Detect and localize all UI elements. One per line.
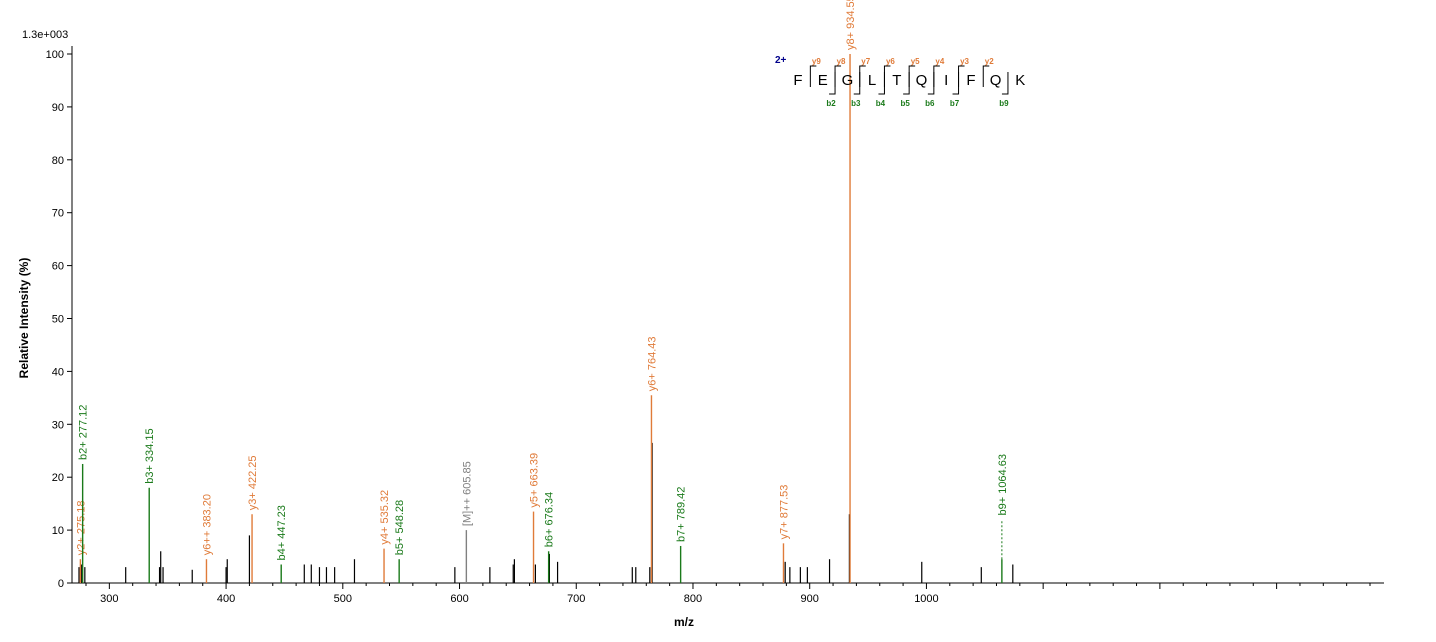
residue-letter: F	[966, 72, 975, 89]
b-fragment-marker	[1001, 72, 1009, 95]
y-fragment-marker	[883, 65, 891, 87]
x-tick-label: 300	[100, 593, 118, 605]
b-fragment-label: b2	[826, 99, 836, 108]
x-tick-label: 600	[450, 593, 468, 605]
y-fragment-label: y7	[861, 57, 870, 66]
y-fragment-label: y3	[960, 57, 969, 66]
y-tick-label: 90	[52, 102, 64, 114]
peak-label: y6+ 764.43	[646, 336, 658, 391]
y-tick-label: 20	[52, 472, 64, 484]
x-axis-title: m/z	[674, 615, 694, 629]
peak-label: y6++ 383.20	[201, 494, 213, 555]
b-fragment-label: b4	[876, 99, 886, 108]
axes: 0 10 20 30 40 50 60 70 80 90 100 300 400 500 600 700 800…	[46, 46, 1384, 605]
b-fragment-label: b9	[999, 99, 1009, 108]
b-fragment-label: b3	[851, 99, 861, 108]
b-fragment-marker	[829, 72, 836, 95]
peak-label: b7+ 789.42	[676, 487, 688, 542]
residue-letter: Q	[916, 72, 928, 89]
peak-label: y2+ 275.18	[75, 500, 87, 555]
peak-label: [M]++ 605.85	[461, 461, 473, 526]
residue-letter: T	[892, 72, 901, 89]
y-tick-label: 60	[52, 261, 64, 273]
y-fragment-marker	[859, 65, 866, 87]
x-tick-label: 800	[684, 593, 702, 605]
peak-label: y5+ 663.39	[529, 453, 541, 508]
y-fragment-marker	[933, 65, 940, 87]
x-tick-label: 400	[217, 593, 235, 605]
y-fragment-marker	[908, 65, 916, 87]
b-fragment-marker	[952, 72, 960, 95]
peak-label: y3+ 422.25	[247, 455, 259, 510]
charge-state-label: 2+	[775, 55, 787, 66]
y-fragment-label: y6	[886, 57, 895, 66]
intensity-scale-label: 1.3e+003	[22, 29, 68, 41]
x-tick-label: 900	[801, 593, 819, 605]
residue-letter: G	[842, 72, 854, 89]
y-tick-label: 100	[46, 49, 64, 61]
peak-label: b2+ 277.12	[78, 405, 90, 460]
x-tick-label: 1000	[914, 593, 938, 605]
y-fragment-marker	[834, 65, 842, 87]
b-fragment-label: b5	[900, 99, 910, 108]
x-tick-label: 700	[567, 593, 585, 605]
y-tick-label: 80	[52, 155, 64, 167]
residue-letter: I	[944, 72, 948, 89]
y-fragment-label: y2	[985, 57, 994, 66]
residue-letter: F	[793, 72, 802, 89]
residue-letter: E	[818, 72, 828, 89]
b-fragment-marker	[878, 72, 885, 95]
y-tick-label: 40	[52, 366, 64, 378]
y-fragment-marker	[982, 65, 990, 87]
y-fragment-marker	[958, 65, 965, 87]
y-tick-label: 70	[52, 208, 64, 220]
peak-label: y7+ 877.53	[778, 485, 790, 540]
y-fragment-label: y4	[935, 57, 944, 66]
b-fragment-label: b6	[925, 99, 935, 108]
peak-label: b6+ 676.34	[544, 492, 556, 547]
peak-label: b3+ 334.15	[144, 428, 156, 483]
peak-label: y8+ 934.55	[845, 0, 857, 50]
y-fragment-label: y8	[837, 57, 846, 66]
peak-label: b5+ 548.28	[394, 500, 406, 555]
x-tick-label: 500	[334, 593, 352, 605]
b-fragment-marker	[853, 72, 861, 95]
peak-label: y4+ 535.32	[379, 490, 391, 545]
residue-letter: L	[868, 72, 876, 89]
b-fragment-marker	[903, 72, 910, 95]
y-fragment-marker	[809, 65, 817, 87]
y-fragment-label: y5	[911, 57, 920, 66]
y-tick-label: 50	[52, 314, 64, 326]
b-fragment-marker	[927, 72, 935, 95]
residue-letter: Q	[990, 72, 1002, 89]
peaks-layer: y2+ 275.18 b2+ 277.12 b3+ 334.15 y6++ 383.2…	[75, 0, 1014, 583]
y-axis-title: Relative Intensity (%)	[17, 258, 31, 379]
peak-label: b9+ 1064.63	[997, 454, 1009, 515]
b-fragment-label: b7	[950, 99, 960, 108]
y-tick-label: 30	[52, 419, 64, 431]
peak-label: b4+ 447.23	[276, 505, 288, 560]
y-fragment-label: y9	[812, 57, 821, 66]
residue-letter: K	[1015, 72, 1025, 89]
y-tick-label: 10	[52, 525, 64, 537]
y-tick-label: 0	[58, 578, 64, 590]
